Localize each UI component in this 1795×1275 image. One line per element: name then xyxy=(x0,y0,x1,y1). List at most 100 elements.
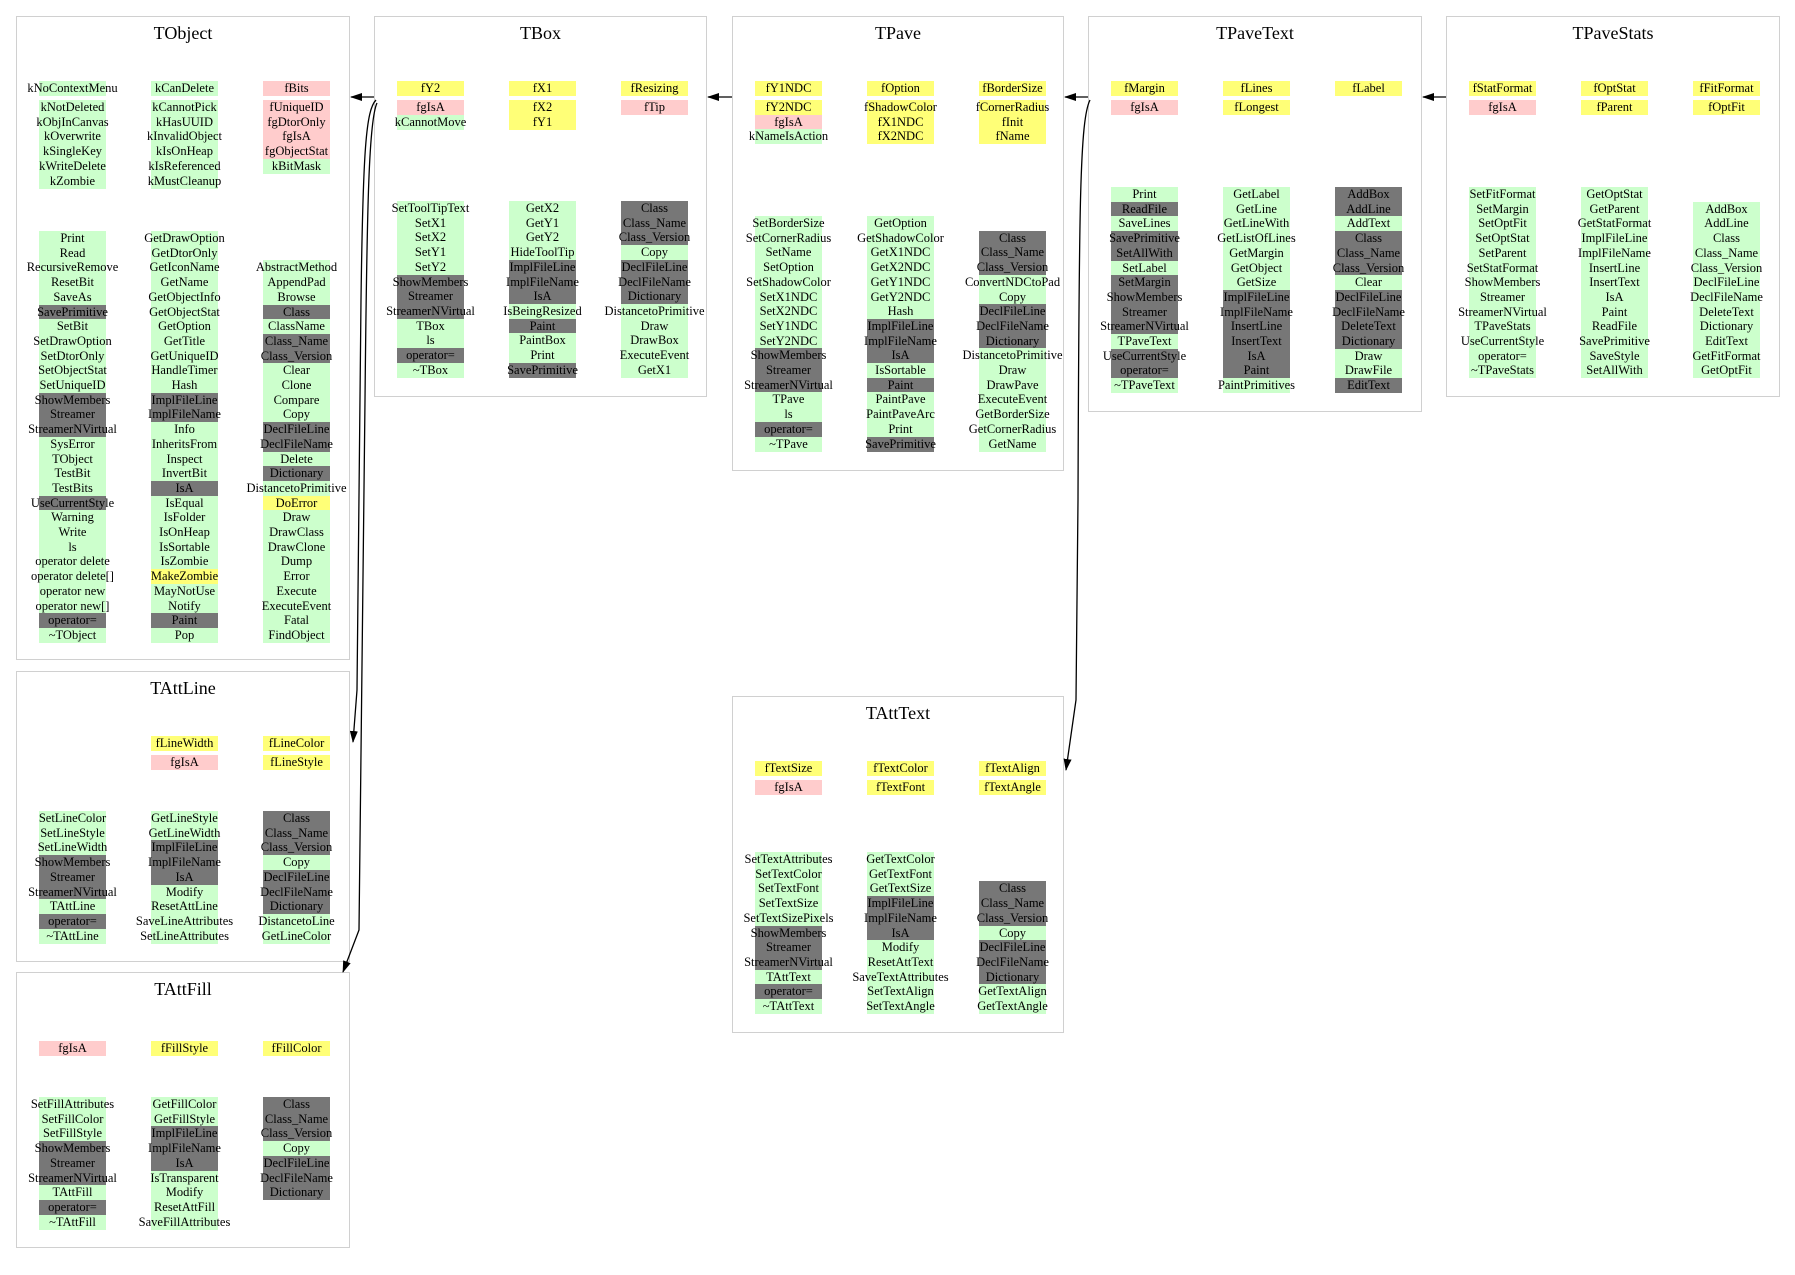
member-method[interactable]: SetY2NDC xyxy=(755,333,822,349)
member-method[interactable]: SetUniqueID xyxy=(39,378,106,393)
member-method[interactable]: Fatal xyxy=(263,613,330,629)
member-method[interactable]: ~TAttFill xyxy=(39,1214,106,1230)
member-method[interactable]: SaveFillAttributes xyxy=(139,1214,230,1230)
member-method[interactable]: Class_Version xyxy=(1691,260,1762,276)
member-method[interactable]: DoError xyxy=(263,495,330,511)
member-method[interactable]: ImplFileName xyxy=(148,407,221,423)
member-method[interactable]: IsBeingResized xyxy=(503,303,582,319)
member-method[interactable]: TestBit xyxy=(39,466,106,482)
member-field[interactable]: fTextFont xyxy=(867,780,934,795)
member-method[interactable]: Pop xyxy=(151,627,218,643)
member-method[interactable]: GetX2 xyxy=(509,201,576,216)
member-method[interactable]: Dictionary xyxy=(979,333,1046,349)
member-method[interactable]: GetLineColor xyxy=(262,928,331,944)
member-method[interactable]: StreamerNVirtual xyxy=(744,954,833,970)
member-method[interactable]: PaintBox xyxy=(509,333,576,349)
member-method[interactable]: SetTextAngle xyxy=(866,999,935,1014)
member-method[interactable]: GetTextAngle xyxy=(977,999,1048,1014)
member-method[interactable]: ClassName xyxy=(263,319,330,335)
member-method[interactable]: GetObjectStat xyxy=(149,304,220,320)
member-method[interactable]: Class_Name xyxy=(979,245,1046,261)
member-method[interactable]: GetY1 xyxy=(509,215,576,231)
member-method[interactable]: Compare xyxy=(263,392,330,408)
member-method[interactable]: ~TPaveText xyxy=(1111,378,1178,394)
member-method[interactable]: Hash xyxy=(151,378,218,393)
member-field[interactable]: fLineWidth xyxy=(151,736,218,751)
member-field[interactable]: kHasUUID xyxy=(151,114,218,130)
member-method[interactable]: operator= xyxy=(397,348,464,363)
member-method[interactable]: ImplFileLine xyxy=(151,392,218,408)
member-method[interactable]: ResetAttLine xyxy=(151,899,218,915)
member-method[interactable]: DistancetoLine xyxy=(258,913,335,929)
member-method[interactable]: Class_Name xyxy=(263,333,330,349)
member-method[interactable]: Class_Name xyxy=(621,215,688,231)
member-method[interactable]: operator new xyxy=(39,583,106,599)
member-method[interactable]: SetOptFit xyxy=(1469,216,1536,232)
member-method[interactable]: DistancetoPrimitive xyxy=(605,303,705,319)
member-method[interactable]: operator new[] xyxy=(36,598,109,614)
member-method[interactable]: GetLine xyxy=(1223,201,1290,217)
member-method[interactable]: SetFillStyle xyxy=(39,1126,106,1142)
member-method[interactable]: Paint xyxy=(1223,363,1290,379)
member-method[interactable]: IsZombie xyxy=(151,554,218,570)
member-field[interactable]: kSingleKey xyxy=(39,144,106,160)
member-method[interactable]: GetY2NDC xyxy=(867,289,934,305)
member-method[interactable]: FindObject xyxy=(263,627,330,643)
member-field[interactable]: fLineColor xyxy=(263,736,330,751)
member-method[interactable]: Warning xyxy=(39,510,106,526)
member-method[interactable]: ~TBox xyxy=(397,362,464,378)
member-method[interactable]: SetBit xyxy=(39,319,106,335)
member-method[interactable]: TPave xyxy=(755,392,822,408)
member-method[interactable]: DeclFileName xyxy=(1332,304,1405,320)
member-method[interactable]: SavePrimitive xyxy=(1579,334,1650,349)
member-method[interactable]: SetY1 xyxy=(397,245,464,261)
member-method[interactable]: GetLineWith xyxy=(1223,216,1290,232)
member-method[interactable]: InsertText xyxy=(1581,275,1648,291)
member-method[interactable]: MayNotUse xyxy=(151,583,218,599)
member-method[interactable]: SetToolTipText xyxy=(392,201,469,216)
member-method[interactable]: ResetAttText xyxy=(867,954,934,970)
member-method[interactable]: MakeZombie xyxy=(151,569,218,585)
member-field[interactable]: fX2 xyxy=(509,100,576,115)
member-field[interactable]: fgIsA xyxy=(755,114,822,130)
member-field[interactable]: kBitMask xyxy=(263,158,330,174)
member-method[interactable]: SetDtorOnly xyxy=(39,348,106,364)
member-method[interactable]: IsFolder xyxy=(151,510,218,526)
member-method[interactable]: Streamer xyxy=(1469,289,1536,305)
member-method[interactable]: Class_Name xyxy=(979,896,1046,912)
member-method[interactable]: AddLine xyxy=(1335,201,1402,217)
member-method[interactable]: PaintPaveArc xyxy=(866,407,935,423)
member-method[interactable]: ShowMembers xyxy=(35,855,110,871)
member-field[interactable]: fLineStyle xyxy=(263,755,330,770)
member-method[interactable]: ShowMembers xyxy=(35,1141,110,1157)
member-method[interactable]: ShowMembers xyxy=(751,925,826,941)
member-field[interactable]: fFillStyle xyxy=(151,1041,218,1056)
member-method[interactable]: ~TAttText xyxy=(755,999,822,1014)
member-method[interactable]: operator= xyxy=(755,421,822,437)
member-method[interactable]: SetLineWidth xyxy=(38,840,107,856)
member-method[interactable]: UseCurrentStyle xyxy=(31,495,114,511)
member-method[interactable]: ImplFileLine xyxy=(1223,289,1290,305)
member-method[interactable]: operator= xyxy=(39,613,106,629)
member-method[interactable]: operator= xyxy=(39,1199,106,1215)
member-method[interactable]: SetFillAttributes xyxy=(31,1097,114,1112)
member-method[interactable]: SaveStyle xyxy=(1581,348,1648,364)
member-method[interactable]: operator= xyxy=(755,984,822,1000)
member-method[interactable]: SetOption xyxy=(755,260,822,276)
member-method[interactable]: HandleTimer xyxy=(151,363,218,379)
member-method[interactable]: GetShadowColor xyxy=(857,230,944,246)
member-method[interactable]: SetCornerRadius xyxy=(746,230,831,246)
member-method[interactable]: Copy xyxy=(263,1141,330,1157)
member-method[interactable]: StreamerNVirtual xyxy=(386,303,475,319)
member-field[interactable]: fY1 xyxy=(509,114,576,130)
member-method[interactable]: SetOptStat xyxy=(1469,231,1536,247)
member-method[interactable]: IsA xyxy=(151,1155,218,1171)
member-method[interactable]: ls xyxy=(397,333,464,349)
member-method[interactable]: Dictionary xyxy=(1693,319,1760,335)
member-method[interactable]: Print xyxy=(1111,187,1178,202)
member-method[interactable]: Streamer xyxy=(39,869,106,885)
member-method[interactable]: IsA xyxy=(1581,289,1648,305)
member-method[interactable]: Delete xyxy=(263,451,330,467)
member-method[interactable]: Modify xyxy=(151,884,218,900)
member-method[interactable]: SetX2 xyxy=(397,230,464,246)
